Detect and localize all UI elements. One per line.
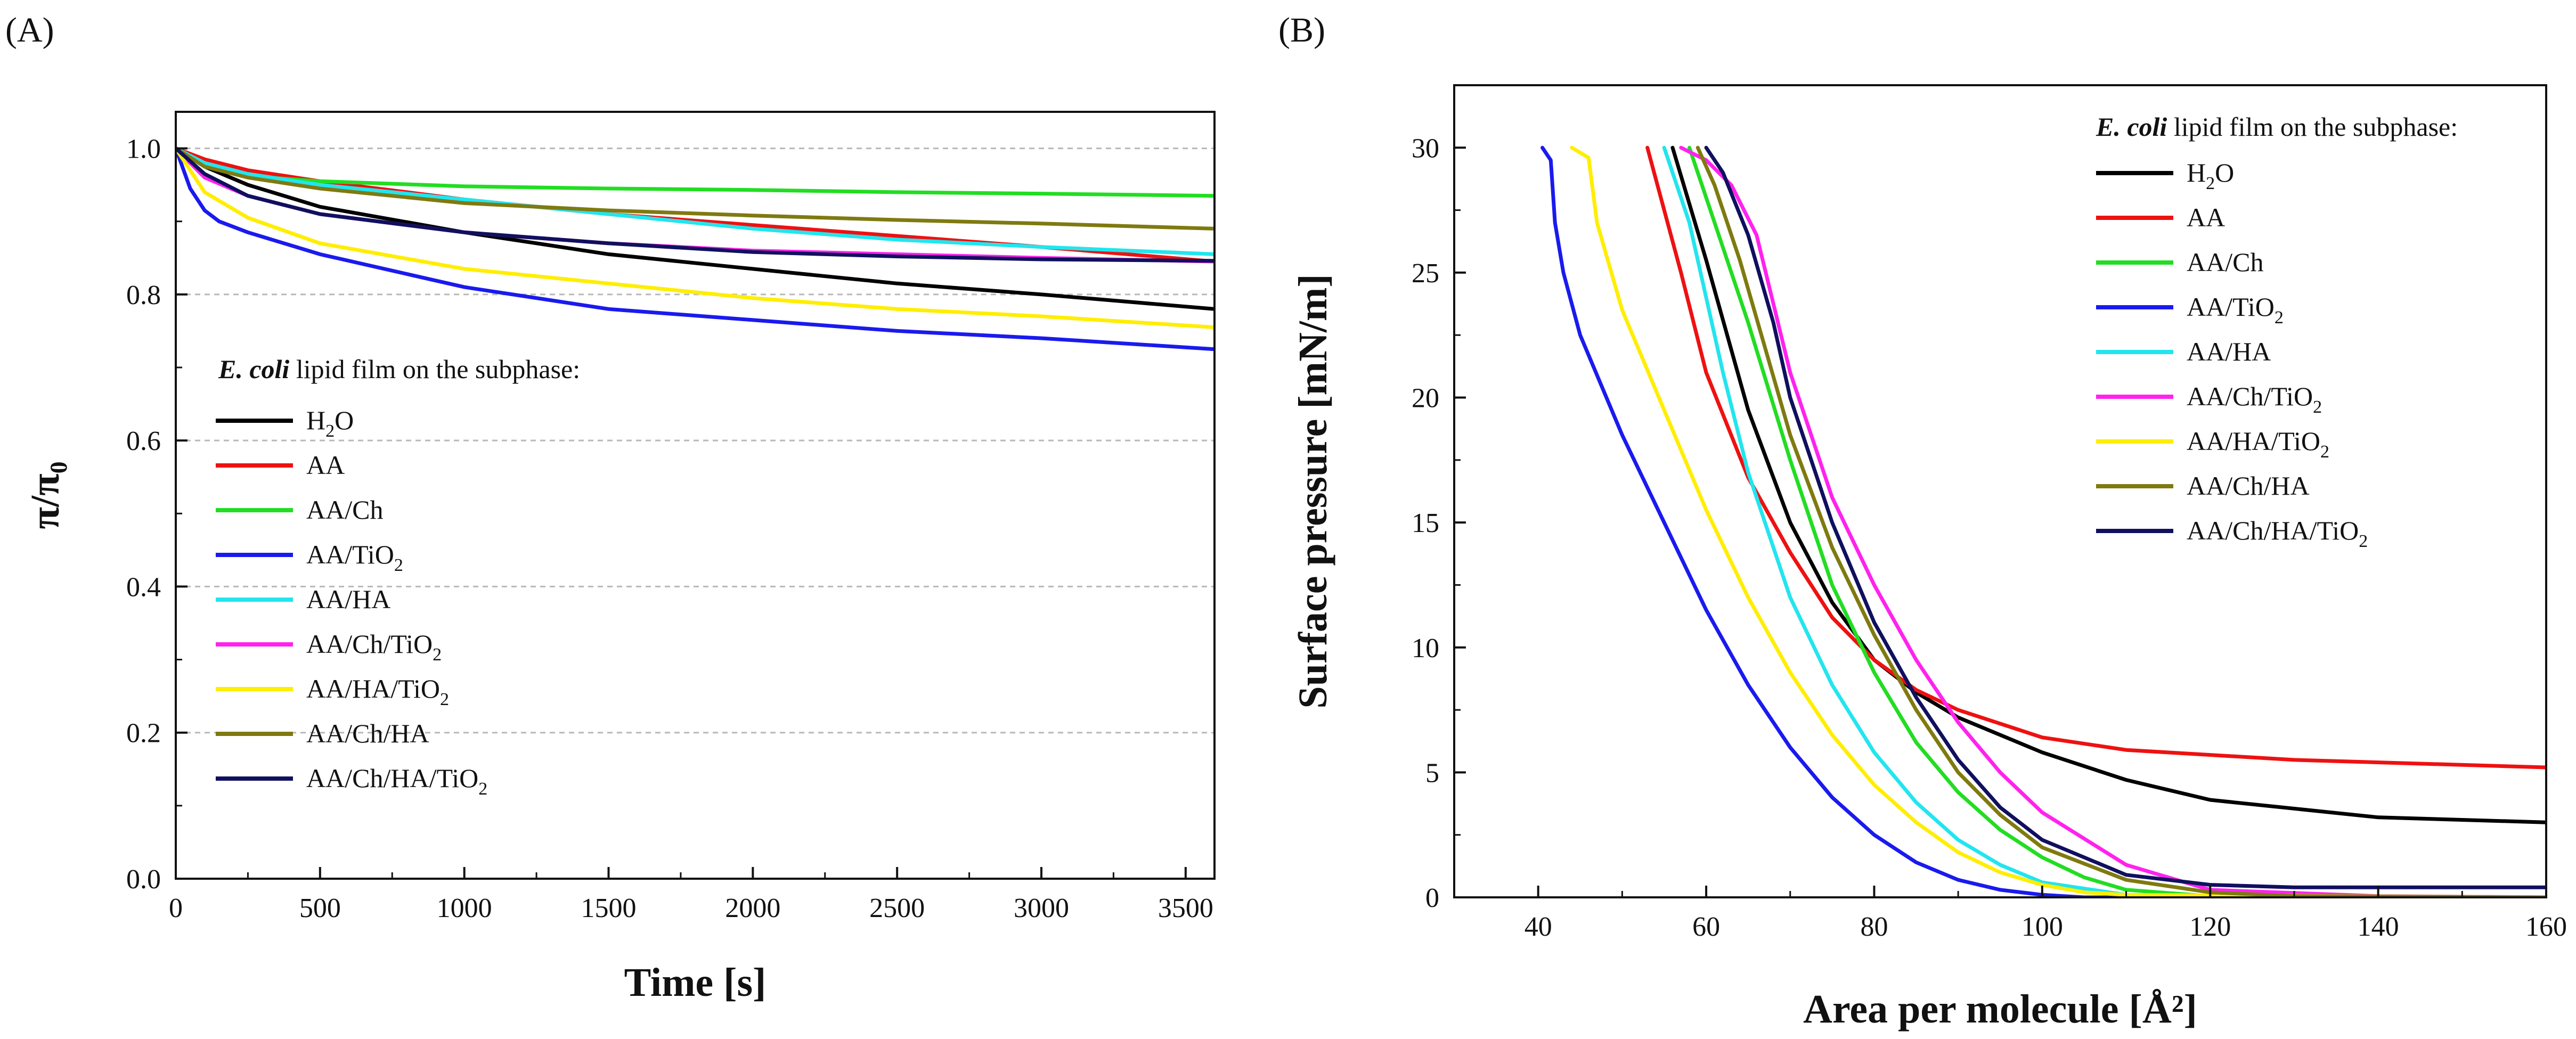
x-axis-label: Time [s]	[624, 960, 767, 1005]
y-tick-label: 0.4	[126, 572, 161, 602]
y-tick-label: 0.0	[126, 864, 161, 895]
x-tick-label: 60	[1692, 912, 1720, 942]
y-tick-label: 0.6	[126, 426, 161, 456]
legend: E. coli lipid film on the subphase: H2O AA…	[216, 354, 580, 799]
series-group	[1540, 145, 2546, 897]
y-tick-label: 30	[1412, 133, 1439, 163]
y-axis-label: Surface pressure [mN/m]	[1291, 274, 1335, 708]
legend-label: AA/Ch/TiO2	[306, 629, 442, 665]
chart-panel-a: 0 500 1000 1500 2000 2500 3000 3500 0.0 0.2 0.4 0.6…	[23, 111, 1216, 1005]
series-line-aa-ha	[1662, 145, 2546, 897]
y-tick-label: 5	[1425, 758, 1439, 788]
x-tick-label: 80	[1860, 912, 1888, 942]
y-tick-label: 0.8	[126, 280, 161, 310]
x-tick-label: 40	[1525, 912, 1552, 942]
chart-panel-b: 40 60 80 100 120 140 160 0 5 10 15 20 25 30 Area per m…	[1291, 84, 2567, 1032]
x-tick-label: 100	[2021, 912, 2063, 942]
legend-label: AA/Ch/HA	[306, 718, 429, 748]
series-line-aa-tio2	[176, 146, 1214, 351]
legend-label: AA/Ch/HA/TiO2	[306, 763, 487, 799]
legend-label: AA/HA/TiO2	[306, 674, 449, 709]
legend-label: AA/Ch/HA	[2187, 471, 2310, 501]
y-tick-label: 20	[1412, 383, 1439, 414]
plot-frame	[1453, 84, 2547, 898]
legend-label: AA/Ch/HA/TiO2	[2187, 516, 2368, 551]
legend-label: AA/HA/TiO2	[2187, 426, 2329, 462]
legend-title: E. coli lipid film on the subphase:	[2096, 112, 2458, 142]
y-axis-label: π/π₀	[23, 461, 68, 529]
legend-label: AA	[306, 450, 345, 480]
series-line-aa-ch-ha	[1695, 145, 2546, 897]
legend-label: AA/Ch	[2187, 247, 2263, 277]
legend-title: E. coli lipid film on the subphase:	[218, 354, 580, 384]
legend-label: H2O	[2187, 158, 2234, 193]
x-tick-label: 120	[2189, 912, 2231, 942]
legend-label: AA/TiO2	[2187, 292, 2284, 328]
series-line-aa-ha	[176, 146, 1214, 256]
series-line-aa-tio2	[1540, 145, 2546, 897]
y-tick-label: 1.0	[126, 134, 161, 165]
series-line-aa-ch-ha-tio2	[176, 146, 1214, 263]
panel-a-letter: (A)	[5, 11, 54, 50]
legend-label: AA/Ch/TiO2	[2187, 381, 2322, 417]
legend-label: H2O	[306, 405, 354, 441]
x-tick-label: 1000	[437, 893, 492, 923]
x-tick-label: 2000	[725, 893, 780, 923]
x-tick-label: 140	[2358, 912, 2399, 942]
x-tick-label: 3500	[1158, 893, 1213, 923]
plot-frame	[175, 111, 1216, 880]
legend-label: AA/HA	[2187, 337, 2271, 366]
legend-label: AA/HA	[306, 584, 390, 614]
legend-label: AA/Ch	[306, 495, 383, 525]
y-tick-label: 0.2	[126, 718, 161, 749]
series-line-h2o	[176, 146, 1214, 311]
legend-label: AA	[2187, 202, 2225, 232]
y-tick-label: 25	[1412, 258, 1439, 289]
legend-label: AA/TiO2	[306, 539, 403, 575]
panel-b-letter: (B)	[1278, 11, 1325, 50]
series-line-aa-ch-ha	[176, 146, 1214, 231]
series-line-aa	[1645, 145, 2546, 770]
series-line-h2o	[1670, 145, 2546, 824]
y-tick-label: 0	[1425, 883, 1439, 913]
series-line-aa-ha-tio2	[1570, 145, 2546, 897]
series-group	[176, 146, 1214, 351]
legend: E. coli lipid film on the subphase: H2O AA…	[2096, 112, 2458, 551]
x-tick-label: 500	[299, 893, 341, 923]
series-line-aa-ha-tio2	[176, 146, 1214, 330]
series-line-aa-ch	[1688, 145, 2546, 897]
x-tick-label: 3000	[1014, 893, 1069, 923]
y-tick-label: 15	[1412, 508, 1439, 538]
x-axis-label: Area per molecule [Å²]	[1803, 987, 2197, 1032]
x-tick-label: 1500	[581, 893, 637, 923]
series-line-aa-ch-ha-tio2	[1704, 145, 2546, 889]
y-tick-label: 10	[1412, 633, 1439, 664]
x-tick-label: 0	[169, 893, 183, 923]
x-tick-label: 160	[2525, 912, 2567, 942]
x-tick-label: 2500	[869, 893, 925, 923]
